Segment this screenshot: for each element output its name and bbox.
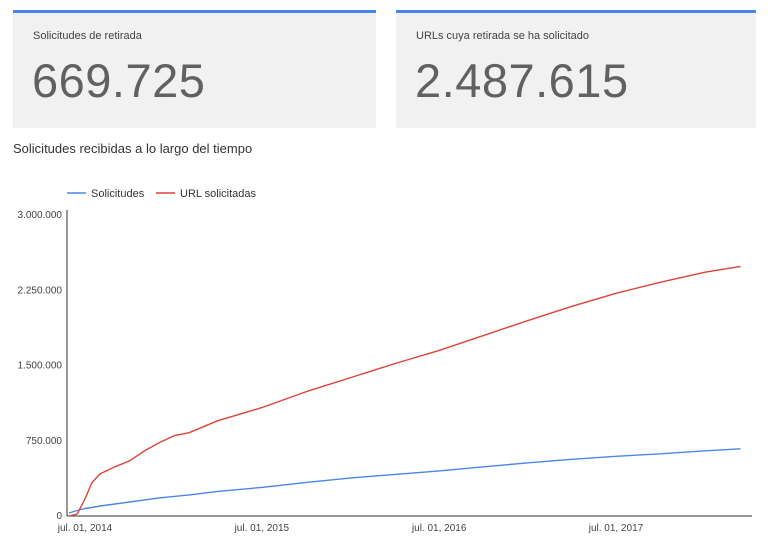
chart-title: Solicitudes recibidas a lo largo del tie…: [13, 141, 253, 156]
y-tick-label: 2.250.000: [18, 285, 63, 296]
x-tick-label: jul. 01, 2014: [57, 523, 113, 534]
stat-card-requests: Solicitudes de retirada 669.725: [13, 10, 376, 128]
x-tick-label: jul. 01, 2015: [234, 523, 290, 534]
series-line-solicitudes: [68, 448, 741, 514]
y-tick-label: 750.000: [26, 436, 63, 447]
stat-card-value: 2.487.615: [415, 54, 629, 107]
stat-card-label: URLs cuya retirada se ha solicitado: [416, 30, 590, 42]
stat-card-value: 669.725: [32, 54, 206, 107]
y-tick-label: 1.500.000: [18, 361, 63, 372]
legend-label: URL solicitadas: [180, 188, 257, 200]
y-tick-label: 3.000.000: [18, 210, 63, 221]
stat-card-label: Solicitudes de retirada: [33, 30, 142, 42]
series-line-url-solicitadas: [68, 265, 741, 517]
stat-card-urls: URLs cuya retirada se ha solicitado 2.48…: [396, 10, 756, 128]
x-tick-label: jul. 01, 2016: [411, 523, 467, 534]
legend-label: Solicitudes: [91, 188, 145, 200]
x-tick-label: jul. 01, 2017: [588, 523, 644, 534]
y-tick-label: 0: [56, 511, 62, 522]
